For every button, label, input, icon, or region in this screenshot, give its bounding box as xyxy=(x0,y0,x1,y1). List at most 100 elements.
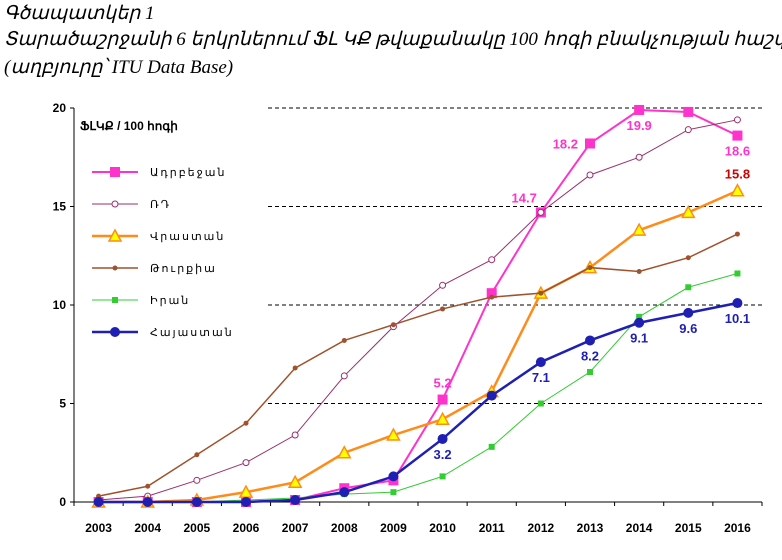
data-point xyxy=(730,183,745,197)
data-point xyxy=(585,335,595,346)
y-tick-label: 5 xyxy=(59,397,66,411)
x-tick-label: 2012 xyxy=(528,521,555,535)
x-tick-label: 2004 xyxy=(134,521,161,535)
data-point xyxy=(386,427,401,441)
data-point xyxy=(631,222,647,236)
legend-label: Հայաստան xyxy=(150,327,234,339)
x-tick-label: 2003 xyxy=(85,521,112,535)
x-tick-label: 2014 xyxy=(626,521,653,535)
data-point xyxy=(290,495,301,506)
data-label: 5.2 xyxy=(434,376,452,391)
data-point xyxy=(681,204,696,219)
data-point xyxy=(486,390,497,401)
series-line-5 xyxy=(98,301,738,504)
legend-marker xyxy=(110,327,120,337)
figure-source: (աղբյուրը՝ ITU Data Base) xyxy=(4,57,234,78)
gridlines xyxy=(268,107,762,404)
x-tick-label: 2005 xyxy=(184,521,211,535)
data-point xyxy=(339,487,350,498)
data-point xyxy=(287,474,303,489)
data-point xyxy=(193,476,201,484)
x-tick-label: 2009 xyxy=(380,521,407,535)
data-point xyxy=(587,265,593,271)
legend-label: Թուրքիա xyxy=(150,263,217,275)
legend-marker xyxy=(112,297,118,303)
data-point xyxy=(734,270,741,277)
y-tick-label: 15 xyxy=(53,200,67,214)
data-point xyxy=(291,431,299,439)
data-point xyxy=(439,281,447,289)
data-point xyxy=(634,104,645,115)
data-label: 3.2 xyxy=(434,447,452,462)
data-point xyxy=(435,411,450,426)
y-tick-label: 10 xyxy=(53,298,67,312)
data-point xyxy=(241,497,251,507)
figure-title: Տարածաշրջանի 6 երկրներում ՖԼ ԿՔ թվաքանակ… xyxy=(4,29,782,50)
data-label: 15.8 xyxy=(725,167,750,182)
data-label: 14.7 xyxy=(512,190,537,205)
data-point xyxy=(684,126,692,134)
data-label: 18.6 xyxy=(725,144,750,159)
data-point xyxy=(585,138,595,149)
data-point xyxy=(488,443,495,450)
data-point xyxy=(733,116,741,124)
x-tick-label: 2006 xyxy=(233,521,260,535)
legend-marker xyxy=(111,200,119,208)
data-point xyxy=(732,130,743,141)
data-point xyxy=(734,231,740,237)
x-tick-label: 2016 xyxy=(724,521,751,535)
data-point xyxy=(635,153,643,161)
data-point xyxy=(437,433,448,444)
data-point xyxy=(489,294,495,300)
data-label: 8.2 xyxy=(581,348,599,363)
data-point xyxy=(587,368,593,375)
x-tick-label: 2008 xyxy=(331,521,358,535)
x-tick-label: 2013 xyxy=(577,521,604,535)
data-point xyxy=(636,313,643,320)
data-label: 9.6 xyxy=(679,321,697,336)
data-point xyxy=(390,489,397,496)
data-point xyxy=(390,322,396,328)
data-point xyxy=(685,284,692,291)
x-tick-label: 2007 xyxy=(282,521,309,535)
series-line-2 xyxy=(98,189,738,504)
data-point xyxy=(340,372,348,380)
data-point xyxy=(242,459,250,467)
data-point xyxy=(488,256,496,264)
data-point xyxy=(634,317,645,328)
legend: Ադրբեջան ՌԴ Վրաստան Թուրքիա Իրան Հայաստան xyxy=(92,167,234,339)
data-point xyxy=(486,288,497,299)
data-point xyxy=(683,106,694,117)
legend-marker xyxy=(107,228,123,242)
data-point xyxy=(683,307,694,318)
legend-marker xyxy=(110,167,120,177)
x-tick-label: 2010 xyxy=(429,521,456,535)
x-tick-label: 2015 xyxy=(675,521,702,535)
legend-marker xyxy=(112,265,118,271)
data-label: 7.1 xyxy=(532,370,550,385)
legend-label: Վրաստան xyxy=(150,231,225,243)
data-point xyxy=(732,298,743,309)
data-point xyxy=(191,497,202,507)
y-tick-label: 0 xyxy=(59,495,66,509)
data-point xyxy=(337,445,352,459)
data-label: 18.2 xyxy=(553,136,578,151)
axes: 0 5 10 15 20 2003 2004 2005 2006 2007 2008 2009 2010… xyxy=(53,101,763,535)
data-labels: 5.2 14.7 18.2 19.9 18.6 15.8 3.2 7.1 8.2 9.1 9.6 10… xyxy=(434,118,751,462)
data-point xyxy=(145,483,151,489)
legend-label: Ադրբեջան xyxy=(150,167,226,179)
data-point xyxy=(685,255,691,261)
data-point xyxy=(440,306,446,312)
data-point xyxy=(292,365,298,371)
data-point xyxy=(341,337,347,343)
data-point xyxy=(636,269,642,275)
data-point xyxy=(439,473,446,480)
data-point xyxy=(586,171,594,179)
data-point xyxy=(388,471,399,482)
data-point xyxy=(93,497,104,507)
data-point xyxy=(535,357,546,368)
y-tick-label: 20 xyxy=(53,101,67,115)
series-line-3 xyxy=(98,233,738,497)
data-point xyxy=(243,420,249,426)
